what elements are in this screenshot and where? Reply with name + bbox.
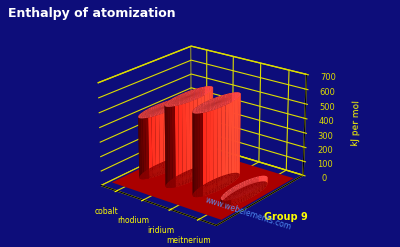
Text: www.webelements.com: www.webelements.com [204,195,292,232]
Text: Enthalpy of atomization: Enthalpy of atomization [8,7,176,21]
Text: Group 9: Group 9 [264,212,307,222]
